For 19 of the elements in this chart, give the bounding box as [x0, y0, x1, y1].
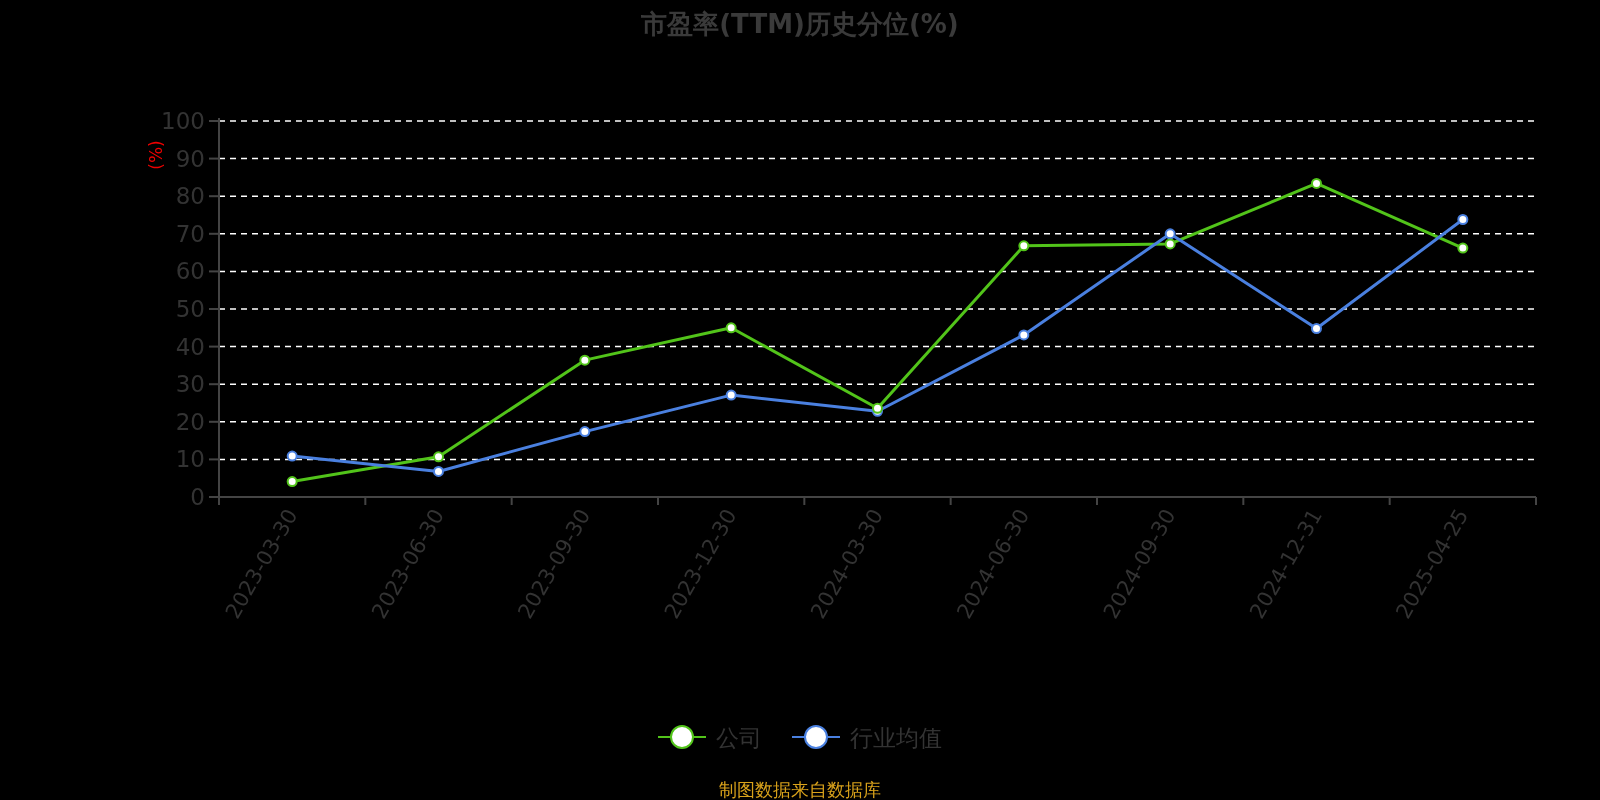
y-axis-title: (%): [146, 140, 166, 170]
point: [1164, 228, 1176, 240]
point: [433, 465, 444, 477]
point: [1457, 242, 1469, 254]
point: [1018, 240, 1030, 252]
chart-title: 市盈率(TTM)历史分位(%): [640, 9, 959, 39]
point: [725, 389, 737, 401]
point: [286, 476, 298, 488]
point: [1311, 323, 1322, 335]
point: [579, 354, 591, 366]
point: [1164, 238, 1176, 250]
point: [1457, 214, 1469, 226]
point: [579, 426, 591, 438]
point: [286, 450, 298, 462]
point: [1018, 329, 1030, 341]
point: [433, 451, 444, 463]
point: [725, 322, 737, 334]
text: 制图数据来自数据库: [719, 779, 881, 800]
point: [1311, 177, 1322, 189]
